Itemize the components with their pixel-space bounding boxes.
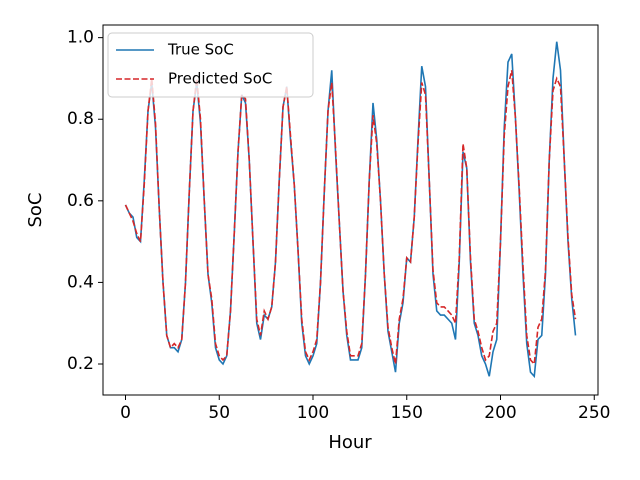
y-tick-label: 0.6: [67, 191, 94, 211]
y-tick-label: 0.8: [67, 109, 94, 129]
legend-label: Predicted SoC: [168, 70, 272, 88]
series-line: [124, 70, 577, 366]
x-axis-label: Hour: [328, 432, 372, 453]
x-tick-label: 200: [484, 403, 516, 423]
legend-label: True SoC: [167, 41, 234, 59]
x-tick-label: 250: [578, 403, 610, 423]
axes-frame: [102, 24, 599, 396]
x-tick-label: 0: [120, 403, 131, 423]
y-axis-label: SoC: [25, 192, 46, 227]
y-tick-label: 0.4: [67, 272, 94, 292]
y-tick-label: 1.0: [67, 28, 94, 48]
legend-box: [107, 32, 314, 98]
x-tick-label: 100: [297, 403, 329, 423]
x-tick-label: 50: [208, 403, 230, 423]
x-tick-label: 150: [391, 403, 423, 423]
y-tick-label: 0.2: [67, 354, 94, 374]
